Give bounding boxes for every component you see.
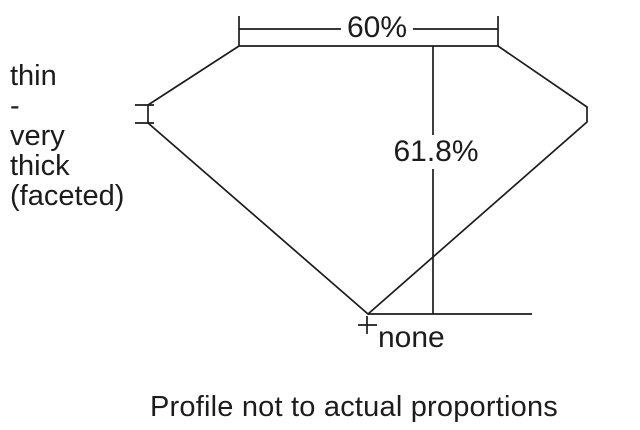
table-width-label: 60% <box>340 11 414 45</box>
diamond-outline <box>147 45 588 316</box>
girdle-thickness-label: thin - very thick (faceted) <box>10 60 125 212</box>
culet-size-label: none <box>378 321 445 354</box>
depth-percentage-label: 61.8% <box>389 135 483 169</box>
culet-cross-marker <box>358 316 377 334</box>
girdle-tick-marks <box>135 104 154 124</box>
figure-caption: Profile not to actual proportions <box>150 391 558 423</box>
